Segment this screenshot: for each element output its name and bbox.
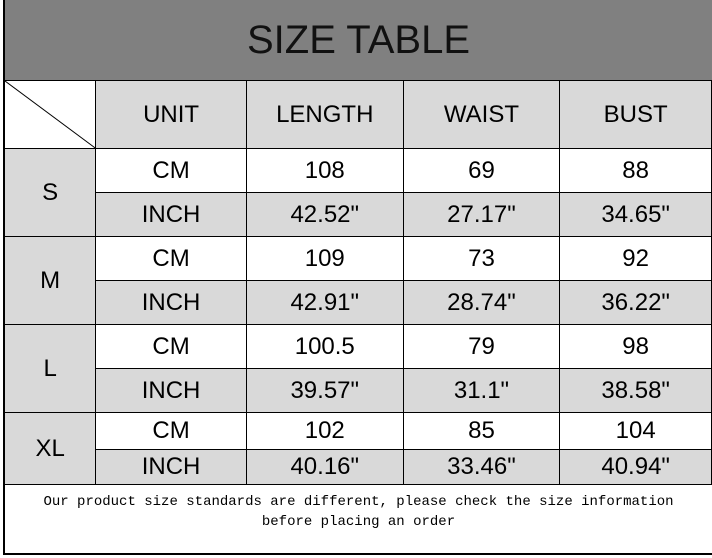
value-cell: 85 xyxy=(402,412,561,450)
table-row: S CM 108 69 88 xyxy=(3,148,712,237)
unit-cell: CM xyxy=(95,236,247,281)
value-cell: 69 xyxy=(402,148,561,193)
size-label: S xyxy=(3,148,97,237)
header-unit: UNIT xyxy=(95,80,247,149)
value-cell: 108 xyxy=(245,148,404,193)
header-length: LENGTH xyxy=(245,80,404,149)
unit-cell: INCH xyxy=(95,449,247,485)
value-cell: 28.74" xyxy=(402,280,561,325)
unit-cell: CM xyxy=(95,148,247,193)
table-row: INCH 39.57" 31.1" 38.58" xyxy=(4,368,712,413)
value-cell: 102 xyxy=(245,412,404,450)
header-bust: BUST xyxy=(559,80,712,149)
size-label: M xyxy=(3,236,97,325)
unit-cell: INCH xyxy=(95,280,247,325)
table-row: INCH 40.16" 33.46" 40.94" xyxy=(4,449,712,485)
value-cell: 79 xyxy=(402,324,561,369)
value-cell: 88 xyxy=(559,148,712,193)
size-note: Our product size standards are different… xyxy=(3,484,712,555)
value-cell: 40.94" xyxy=(559,449,712,485)
size-table: UNIT LENGTH WAIST BUST S CM 108 69 88 INCH 42.… xyxy=(3,80,712,485)
value-cell: 98 xyxy=(559,324,712,369)
table-row: INCH 42.91" 28.74" 36.22" xyxy=(4,280,712,325)
value-cell: 33.46" xyxy=(402,449,561,485)
value-cell: 42.91" xyxy=(245,280,404,325)
value-cell: 36.22" xyxy=(559,280,712,325)
unit-cell: CM xyxy=(95,324,247,369)
value-cell: 100.5 xyxy=(245,324,404,369)
value-cell: 73 xyxy=(402,236,561,281)
table-row: L CM 100.5 79 98 xyxy=(3,324,712,413)
table-title: SIZE TABLE xyxy=(3,0,712,80)
note-line-2: before placing an order xyxy=(261,514,456,530)
value-cell: 92 xyxy=(559,236,712,281)
value-cell: 104 xyxy=(559,412,712,450)
value-cell: 31.1" xyxy=(402,368,561,413)
value-cell: 109 xyxy=(245,236,404,281)
size-label: L xyxy=(3,324,97,413)
value-cell: 27.17" xyxy=(402,192,561,237)
unit-cell: INCH xyxy=(95,192,247,237)
value-cell: 38.58" xyxy=(559,368,712,413)
table-row: M CM 109 73 92 xyxy=(3,236,712,325)
table-row: INCH 42.52" 27.17" 34.65" xyxy=(4,192,712,237)
unit-cell: INCH xyxy=(95,368,247,413)
size-label: XL xyxy=(3,412,97,485)
table-row: XL CM 102 85 104 xyxy=(3,412,712,485)
corner-cell xyxy=(3,80,97,149)
value-cell: 39.57" xyxy=(245,368,404,413)
header-waist: WAIST xyxy=(402,80,561,149)
value-cell: 34.65" xyxy=(559,192,712,237)
value-cell: 40.16" xyxy=(245,449,404,485)
note-line-1: Our product size standards are different… xyxy=(43,494,674,510)
value-cell: 42.52" xyxy=(245,192,404,237)
unit-cell: CM xyxy=(95,412,247,450)
